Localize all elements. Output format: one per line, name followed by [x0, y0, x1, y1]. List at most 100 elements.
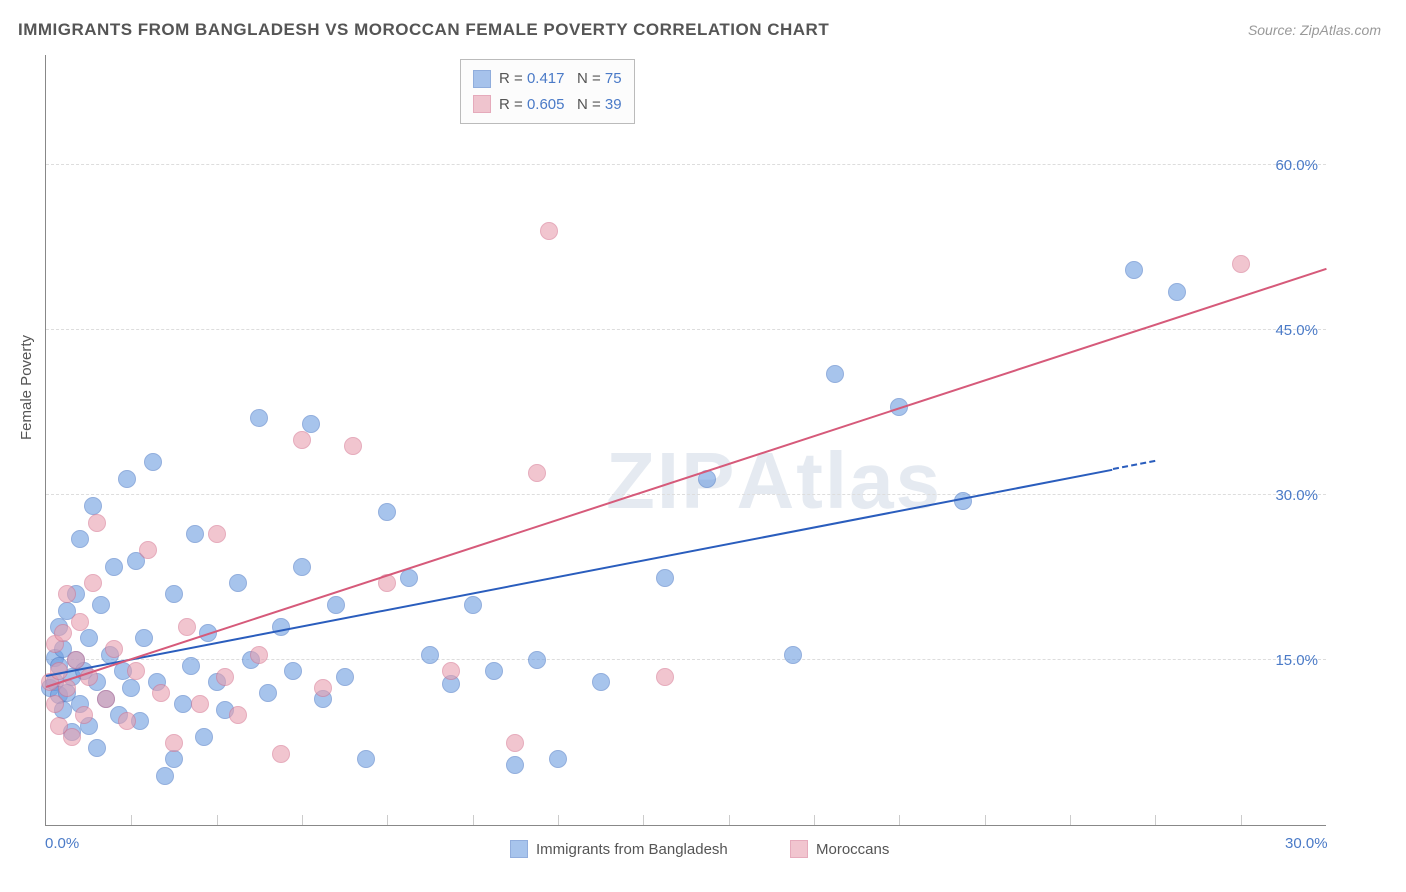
x-minor-tick — [1070, 815, 1071, 825]
x-minor-tick — [814, 815, 815, 825]
data-point — [105, 558, 123, 576]
data-point — [284, 662, 302, 680]
data-point — [784, 646, 802, 664]
data-point — [506, 734, 524, 752]
trend-line — [46, 468, 1113, 676]
data-point — [272, 618, 290, 636]
data-point — [229, 706, 247, 724]
data-point — [485, 662, 503, 680]
data-point — [118, 712, 136, 730]
data-point — [165, 585, 183, 603]
data-point — [293, 431, 311, 449]
data-point — [63, 728, 81, 746]
trend-line — [46, 268, 1327, 688]
r-value-moroccans: 0.605 — [527, 96, 565, 113]
x-tick-label: 30.0% — [1285, 835, 1328, 852]
data-point — [182, 657, 200, 675]
y-axis-label: Female Poverty — [18, 335, 35, 440]
x-minor-tick — [1155, 815, 1156, 825]
x-minor-tick — [131, 815, 132, 825]
legend-swatch-bangladesh-icon — [510, 840, 528, 858]
data-point — [464, 596, 482, 614]
x-minor-tick — [643, 815, 644, 825]
data-point — [186, 525, 204, 543]
legend-swatch-moroccans-icon — [790, 840, 808, 858]
data-point — [84, 497, 102, 515]
data-point — [540, 222, 558, 240]
data-point — [178, 618, 196, 636]
gridline-h — [46, 494, 1326, 495]
data-point — [88, 739, 106, 757]
data-point — [302, 415, 320, 433]
stats-legend: R = 0.417 N = 75 R = 0.605 N = 39 — [460, 59, 635, 124]
data-point — [144, 453, 162, 471]
data-point — [336, 668, 354, 686]
y-tick-label: 45.0% — [1275, 322, 1318, 339]
data-point — [549, 750, 567, 768]
n-label: N = — [564, 96, 604, 113]
x-minor-tick — [558, 815, 559, 825]
legend-swatch-bangladesh — [473, 70, 491, 88]
data-point — [327, 596, 345, 614]
data-point — [656, 668, 674, 686]
data-point — [105, 640, 123, 658]
data-point — [357, 750, 375, 768]
data-point — [152, 684, 170, 702]
gridline-h — [46, 659, 1326, 660]
plot-area: ZIPAtlas 15.0%30.0%45.0%60.0% — [45, 55, 1326, 826]
chart-title: IMMIGRANTS FROM BANGLADESH VS MOROCCAN F… — [18, 20, 829, 40]
data-point — [165, 734, 183, 752]
x-tick-label: 0.0% — [45, 835, 79, 852]
y-tick-label: 30.0% — [1275, 487, 1318, 504]
gridline-h — [46, 164, 1326, 165]
data-point — [528, 651, 546, 669]
x-minor-tick — [899, 815, 900, 825]
chart-container: IMMIGRANTS FROM BANGLADESH VS MOROCCAN F… — [0, 0, 1406, 892]
data-point — [314, 679, 332, 697]
data-point — [506, 756, 524, 774]
data-point — [174, 695, 192, 713]
bottom-legend-label: Immigrants from Bangladesh — [536, 841, 728, 858]
r-label: R = — [499, 70, 527, 87]
n-label: N = — [564, 70, 604, 87]
data-point — [80, 629, 98, 647]
data-point — [71, 613, 89, 631]
data-point — [195, 728, 213, 746]
y-tick-label: 15.0% — [1275, 652, 1318, 669]
data-point — [1168, 283, 1186, 301]
data-point — [122, 679, 140, 697]
data-point — [250, 409, 268, 427]
data-point — [67, 651, 85, 669]
data-point — [58, 585, 76, 603]
data-point — [208, 525, 226, 543]
data-point — [216, 668, 234, 686]
data-point — [250, 646, 268, 664]
data-point — [229, 574, 247, 592]
data-point — [1125, 261, 1143, 279]
x-minor-tick — [729, 815, 730, 825]
data-point — [528, 464, 546, 482]
n-value-moroccans: 39 — [605, 96, 622, 113]
y-tick-label: 60.0% — [1275, 157, 1318, 174]
bottom-legend-moroccans: Moroccans — [790, 840, 889, 858]
r-label: R = — [499, 96, 527, 113]
data-point — [272, 745, 290, 763]
x-minor-tick — [302, 815, 303, 825]
data-point — [442, 662, 460, 680]
data-point — [46, 695, 64, 713]
x-minor-tick — [217, 815, 218, 825]
x-minor-tick — [387, 815, 388, 825]
data-point — [118, 470, 136, 488]
data-point — [92, 596, 110, 614]
data-point — [293, 558, 311, 576]
r-value-bangladesh: 0.417 — [527, 70, 565, 87]
data-point — [127, 662, 145, 680]
data-point — [135, 629, 153, 647]
data-point — [84, 574, 102, 592]
data-point — [344, 437, 362, 455]
data-point — [656, 569, 674, 587]
data-point — [88, 514, 106, 532]
data-point — [156, 767, 174, 785]
x-minor-tick — [1241, 815, 1242, 825]
data-point — [139, 541, 157, 559]
